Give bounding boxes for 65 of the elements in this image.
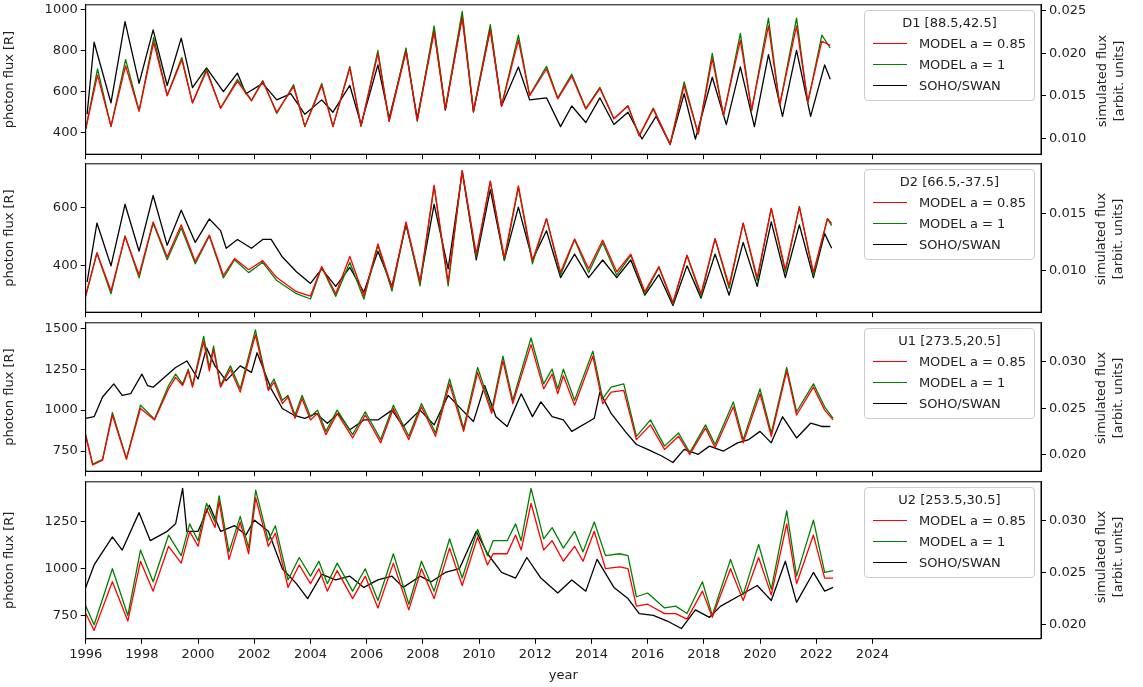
legend-label: SOHO/SWAN — [918, 555, 1001, 570]
y-axis-title: photon flux [R] — [1, 189, 17, 287]
y2-axis-title: simulated flux [arbit. units] — [1092, 191, 1126, 288]
y2-tick-label: 0.025 — [1049, 564, 1087, 579]
y2-tick-label: 0.030 — [1049, 352, 1087, 368]
legend-label: MODEL a = 1 — [918, 375, 1006, 390]
y-tick-label: 600 — [52, 83, 78, 99]
x-tick-label: 2012 — [518, 645, 552, 661]
y2-axis-title: simulated flux [arbit. units] — [1092, 509, 1126, 606]
x-tick-label: 2018 — [687, 645, 721, 661]
y2-tick-label: 0.010 — [1049, 129, 1087, 145]
x-tick-label: 1996 — [69, 645, 103, 661]
y2-tick-label: 0.025 — [1049, 399, 1087, 415]
y2-axis-title: simulated flux [arbit. units] — [1092, 350, 1126, 447]
legend-label: MODEL a = 0.85 — [918, 354, 1026, 369]
y2-tick-label: 0.015 — [1049, 204, 1087, 220]
y-tick-label: 1250 — [44, 360, 78, 376]
x-tick-label: 2014 — [574, 645, 608, 661]
legend-label: MODEL a = 1 — [918, 57, 1006, 72]
y2-tick-label: 0.020 — [1049, 446, 1087, 462]
y2-tick-label: 0.010 — [1049, 261, 1087, 277]
legend-title: D2 [66.5,-37.5] — [898, 174, 1001, 189]
legend-title: U2 [253.5,30.5] — [897, 492, 1002, 507]
x-tick-label: 1998 — [125, 645, 159, 661]
legend-label: SOHO/SWAN — [918, 237, 1001, 252]
y-tick-label: 1000 — [44, 0, 78, 16]
y2-tick-label: 0.015 — [1049, 87, 1087, 103]
y-tick-label: 800 — [52, 41, 78, 57]
legend-title: U1 [273.5,20.5] — [897, 333, 1002, 348]
y-tick-label: 750 — [52, 442, 78, 458]
x-tick-label: 2008 — [406, 645, 440, 661]
y-axis-title: photon flux [R] — [1, 348, 17, 446]
legend-label: MODEL a = 1 — [918, 216, 1006, 231]
y-tick-label: 1250 — [44, 513, 78, 529]
legend-label: SOHO/SWAN — [918, 396, 1001, 411]
y-axis-title: photon flux [R] — [1, 30, 17, 129]
x-tick-label: 2024 — [855, 645, 889, 661]
x-tick-label: 2010 — [462, 645, 496, 661]
y-tick-label: 600 — [52, 198, 78, 214]
y2-tick-label: 0.025 — [1049, 2, 1087, 18]
y-tick-label: 400 — [52, 124, 78, 140]
legend-label: MODEL a = 0.85 — [918, 36, 1026, 51]
x-tick-label: 2022 — [799, 645, 833, 661]
legend-label: SOHO/SWAN — [918, 78, 1001, 93]
y2-axis-title: simulated flux [arbit. units] — [1092, 33, 1126, 129]
legend-title: D1 [88.5,42.5] — [901, 15, 998, 30]
y-axis-title: photon flux [R] — [1, 511, 17, 609]
y2-tick-label: 0.020 — [1049, 44, 1087, 60]
x-tick-label: 2000 — [181, 645, 215, 661]
legend-label: MODEL a = 0.85 — [918, 195, 1026, 210]
x-tick-label: 2020 — [743, 645, 777, 661]
legend-label: MODEL a = 0.85 — [918, 513, 1026, 528]
y-tick-label: 750 — [52, 606, 78, 622]
x-tick-label: 2006 — [350, 645, 384, 661]
y-tick-label: 1000 — [44, 401, 78, 417]
x-tick-label: 2004 — [293, 645, 328, 661]
y-tick-label: 1000 — [44, 560, 78, 576]
x-axis-title: year — [548, 666, 579, 682]
x-tick-label: 2016 — [631, 645, 665, 661]
y-tick-label: 1500 — [44, 319, 78, 335]
x-tick-label: 2002 — [237, 645, 271, 661]
y2-tick-label: 0.030 — [1049, 511, 1087, 527]
y2-tick-label: 0.020 — [1049, 616, 1087, 632]
y-tick-label: 400 — [52, 257, 78, 273]
legend-label: MODEL a = 1 — [918, 534, 1006, 549]
